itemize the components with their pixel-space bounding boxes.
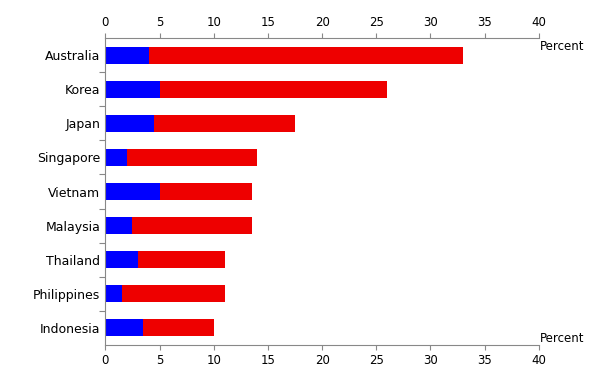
Bar xyxy=(143,319,214,336)
Text: Percent: Percent xyxy=(540,332,585,345)
Bar xyxy=(132,217,252,234)
Bar xyxy=(105,319,143,336)
Bar xyxy=(160,81,387,98)
Bar xyxy=(105,217,132,234)
Bar xyxy=(138,251,225,268)
Bar xyxy=(105,285,122,302)
Bar xyxy=(105,251,138,268)
Bar xyxy=(122,285,225,302)
Bar xyxy=(127,149,257,166)
Bar xyxy=(160,183,252,200)
Bar xyxy=(105,183,160,200)
Bar xyxy=(105,149,127,166)
Bar xyxy=(105,115,154,132)
Text: Percent: Percent xyxy=(540,40,585,53)
Bar xyxy=(105,81,160,98)
Bar xyxy=(154,115,295,132)
Bar xyxy=(105,47,149,64)
Bar xyxy=(149,47,463,64)
